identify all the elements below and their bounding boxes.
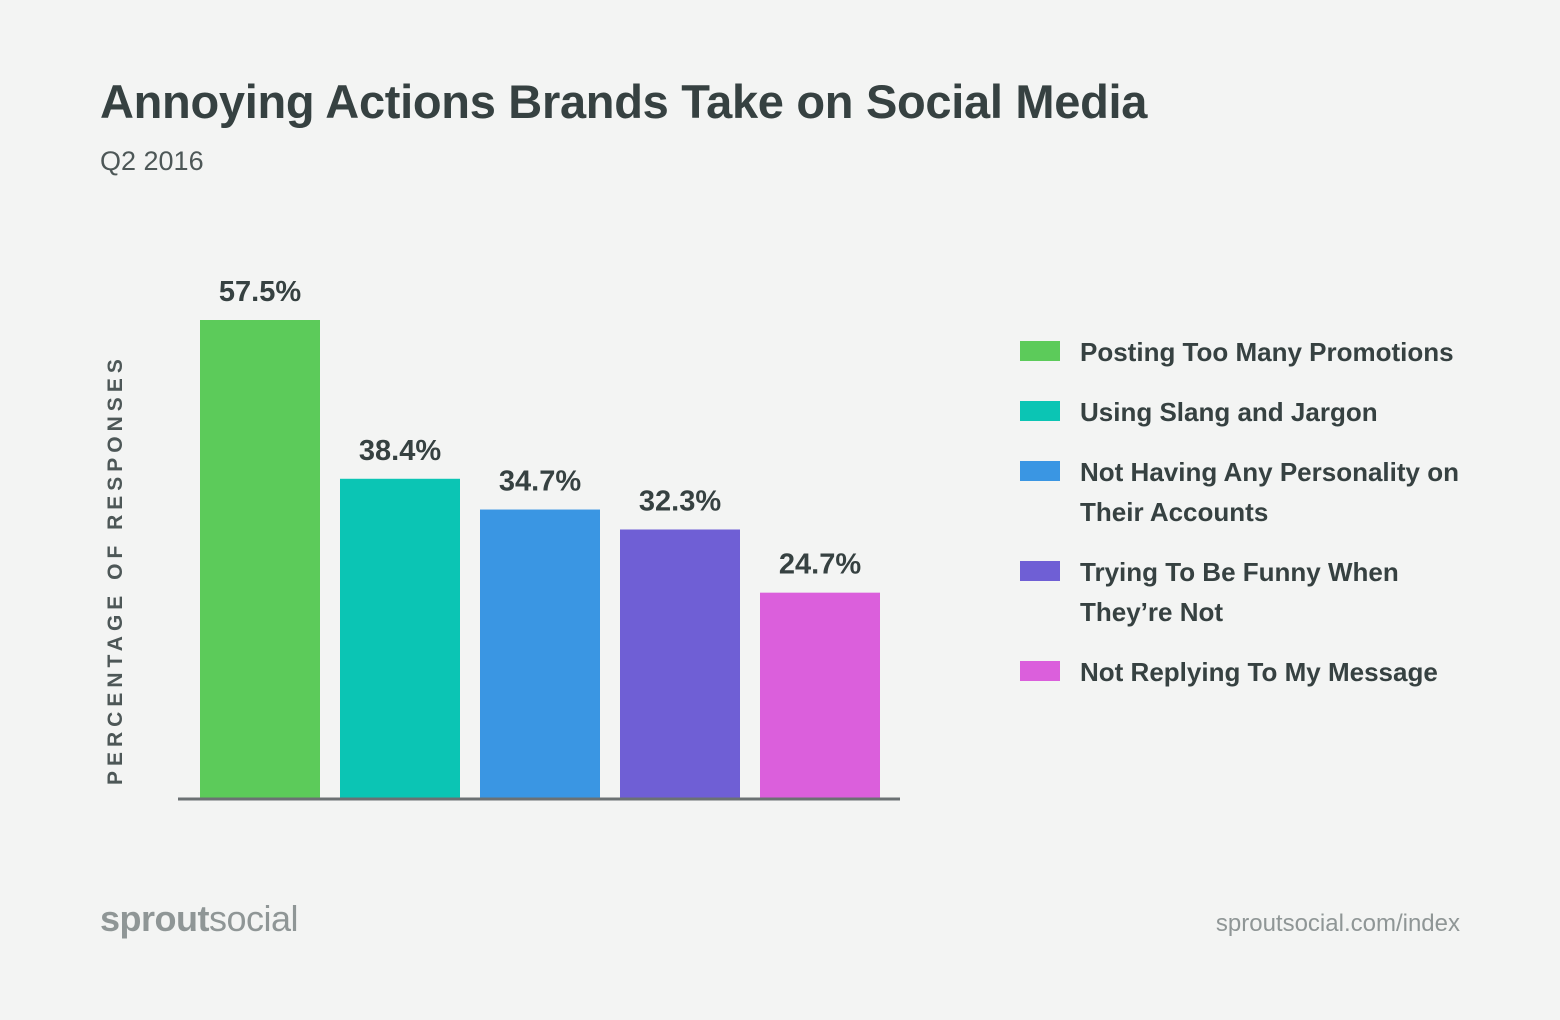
legend-label: Not Having Any Personality on Their Acco… [1080, 457, 1459, 527]
bar [340, 478, 460, 798]
legend-swatch [1020, 341, 1060, 361]
data-label: 32.3% [639, 485, 721, 517]
chart-subtitle: Q2 2016 [100, 146, 204, 176]
source-url: sproutsocial.com/index [1215, 910, 1460, 937]
legend-item: Trying To Be Funny When They’re Not [1020, 552, 1480, 632]
legend-label: Trying To Be Funny When They’re Not [1080, 557, 1399, 627]
legend-item: Using Slang and Jargon [1020, 392, 1480, 432]
bar [200, 320, 320, 798]
legend-label: Posting Too Many Promotions [1080, 337, 1454, 367]
bar [480, 509, 600, 798]
legend-swatch [1020, 401, 1060, 421]
legend-swatch [1020, 461, 1060, 481]
legend-item: Posting Too Many Promotions [1020, 332, 1480, 372]
legend-label: Not Replying To My Message [1080, 657, 1438, 687]
legend-swatch [1020, 661, 1060, 681]
data-label: 24.7% [779, 549, 861, 581]
chart-title: Annoying Actions Brands Take on Social M… [100, 75, 1148, 128]
legend-item: Not Having Any Personality on Their Acco… [1020, 452, 1480, 532]
data-label: 57.5% [219, 276, 301, 308]
sprout-social-logo: sproutsocial [100, 898, 299, 940]
legend: Posting Too Many Promotions Using Slang a… [1020, 332, 1480, 712]
data-label: 38.4% [359, 435, 441, 467]
bar [760, 592, 880, 798]
data-label: 34.7% [499, 466, 581, 498]
legend-item: Not Replying To My Message [1020, 652, 1480, 692]
legend-swatch [1020, 561, 1060, 581]
logo-light: social [209, 898, 299, 939]
bar-chart: 57.5% 38.4% 34.7% 32.3% 24.7% [178, 276, 900, 801]
logo-bold: sprout [100, 898, 210, 939]
legend-label: Using Slang and Jargon [1080, 397, 1378, 427]
bar [620, 529, 740, 798]
